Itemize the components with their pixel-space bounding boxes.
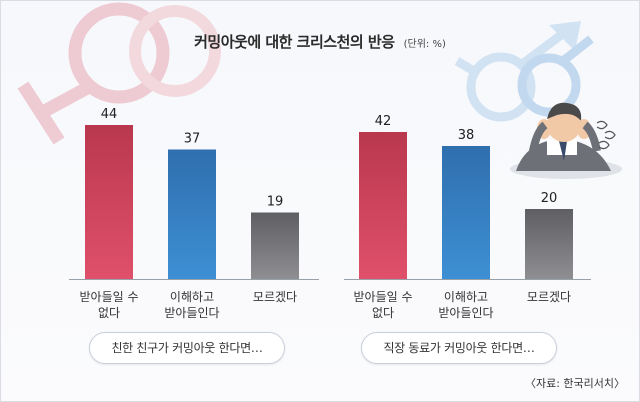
chart-header: 커밍아웃에 대한 크리스천의 반응 (단위: %) [1, 31, 639, 52]
value-label: 38 [458, 128, 475, 143]
category-label: 이해하고 [444, 290, 488, 304]
source-note: 〈자료: 한국리서치〉 [524, 377, 625, 390]
group-label-friend: 친한 친구가 커밍아웃 한다면… [89, 332, 285, 364]
bar-unknown [525, 209, 573, 279]
bar-accept [442, 146, 490, 279]
category-label: 없다 [98, 306, 120, 320]
chart-title: 커밍아웃에 대한 크리스천의 반응 [194, 33, 395, 51]
bar-reject [359, 132, 407, 279]
value-label: 42 [375, 114, 392, 129]
value-label: 19 [267, 195, 284, 210]
bar-reject [85, 125, 133, 279]
category-label: 받아들일 수 [353, 290, 412, 304]
worried-man-illustration [510, 102, 622, 179]
value-label: 44 [101, 107, 118, 122]
category-label: 받아들일 수 [79, 290, 138, 304]
unit-label: (단위: %) [403, 39, 446, 50]
category-label: 모르겠다 [253, 290, 297, 304]
value-label: 20 [541, 191, 558, 206]
category-label: 없다 [372, 306, 394, 320]
category-label: 이해하고 [170, 290, 214, 304]
category-label: 받아들인다 [164, 306, 219, 320]
male-symbol-icon [454, 21, 594, 122]
bar-accept [168, 149, 216, 279]
category-label: 모르겠다 [527, 290, 571, 304]
value-label: 37 [184, 132, 201, 147]
female-symbol-icon [17, 2, 221, 145]
category-label: 받아들인다 [438, 306, 493, 320]
bar-unknown [251, 212, 299, 279]
group-label-coworker: 직장 동료가 커밍아웃 한다면… [361, 332, 557, 364]
